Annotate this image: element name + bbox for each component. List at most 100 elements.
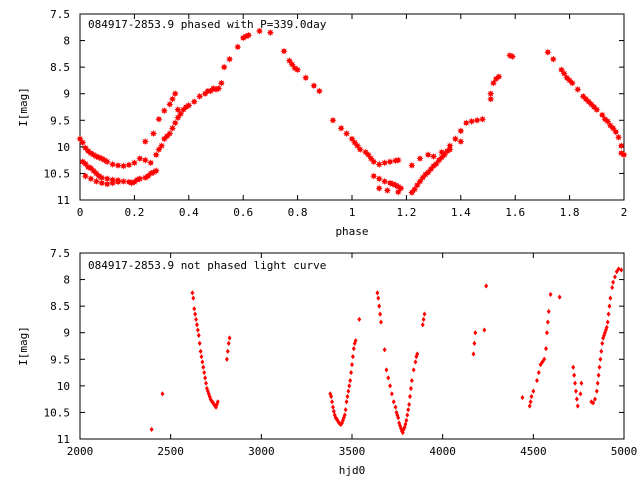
x-tick-label: 1.6	[505, 206, 525, 219]
data-point	[393, 404, 398, 410]
y-tick-label: 8	[63, 274, 70, 287]
data-point	[375, 184, 383, 192]
data-point	[407, 401, 412, 408]
data-point	[193, 311, 198, 317]
y-axis-title: I[mag]	[17, 87, 30, 127]
unphased-light-curve-panel: 2000 2500 3000 3500 4000 4500 5000 7.5 8 8.5 9 9.5 1…	[17, 247, 637, 477]
y-tick-label: 10	[57, 141, 70, 154]
data-point	[245, 31, 253, 39]
x-tick-label: 0.6	[233, 206, 253, 219]
data-point	[294, 66, 302, 74]
data-point	[370, 158, 378, 166]
data-point	[408, 161, 416, 170]
data-point	[199, 354, 204, 360]
y-tick-label: 7.5	[50, 8, 70, 21]
data-point	[593, 396, 597, 402]
data-point	[600, 340, 605, 346]
data-point	[381, 159, 389, 167]
data-point	[87, 175, 95, 183]
data-point	[619, 267, 624, 273]
data-point	[225, 348, 230, 354]
data-point	[310, 82, 318, 90]
data-point	[160, 107, 168, 115]
data-point	[468, 117, 476, 125]
data-point	[114, 161, 122, 170]
y-tick-label: 9	[63, 327, 70, 340]
data-point	[98, 179, 106, 187]
data-point	[424, 151, 432, 159]
data-point	[595, 380, 600, 386]
data-point	[226, 55, 234, 63]
data-point	[204, 380, 208, 386]
data-point	[103, 158, 111, 166]
data-point	[195, 322, 199, 328]
data-point	[378, 311, 383, 317]
data-point	[421, 316, 426, 323]
y-tick-label: 11	[57, 194, 70, 207]
x-tick-label: 4000	[429, 445, 456, 458]
data-point	[171, 119, 179, 127]
x-axis-title: hjd0	[339, 464, 366, 477]
data-point	[574, 396, 579, 402]
data-point	[420, 322, 425, 328]
data-point	[473, 116, 481, 124]
data-point	[205, 388, 210, 394]
data-point	[196, 332, 201, 338]
data-point	[457, 127, 465, 135]
data-point	[200, 359, 205, 365]
data-point	[330, 399, 335, 405]
data-point	[194, 316, 199, 323]
data-point	[529, 393, 534, 400]
data-point	[478, 115, 487, 123]
data-point	[79, 139, 87, 147]
data-point	[130, 159, 138, 167]
x-tick-label: 3000	[248, 445, 275, 458]
data-point	[610, 284, 615, 291]
y-tick-label: 9.5	[50, 353, 70, 366]
data-point	[266, 29, 274, 37]
data-point	[125, 161, 133, 169]
data-point	[364, 151, 372, 159]
data-point	[166, 129, 174, 138]
data-point	[616, 266, 621, 272]
data-point	[397, 420, 402, 426]
data-point	[606, 311, 611, 317]
data-point	[596, 372, 601, 378]
data-point	[114, 178, 122, 186]
data-point	[136, 154, 144, 163]
y-tick-label: 10.5	[44, 406, 71, 419]
x-tick-label: 2000	[67, 445, 94, 458]
data-point	[353, 338, 358, 344]
data-point	[598, 111, 606, 119]
x-tick-label: 5000	[611, 445, 638, 458]
data-point	[614, 269, 619, 275]
data-point	[198, 348, 203, 354]
data-point	[375, 290, 380, 296]
data-point	[394, 409, 399, 416]
data-point	[410, 185, 419, 193]
data-point	[190, 290, 195, 296]
data-point	[482, 327, 487, 333]
data-point	[473, 330, 478, 336]
data-point	[408, 385, 413, 392]
data-point	[255, 27, 264, 35]
data-point	[217, 79, 226, 87]
data-point	[603, 327, 608, 333]
data-point	[381, 177, 389, 185]
x-tick-label: 1.4	[451, 206, 471, 219]
data-point	[158, 142, 166, 150]
data-point	[191, 295, 196, 301]
data-point	[573, 380, 577, 386]
data-point	[224, 356, 229, 362]
data-point	[168, 124, 177, 132]
data-point	[612, 128, 620, 136]
data-point	[141, 156, 149, 164]
data-point	[356, 145, 364, 154]
data-point	[226, 340, 231, 346]
y-tick-label: 7.5	[50, 247, 70, 260]
data-point	[348, 377, 353, 384]
data-point	[342, 129, 351, 138]
data-point	[347, 383, 352, 389]
data-point	[302, 74, 310, 82]
